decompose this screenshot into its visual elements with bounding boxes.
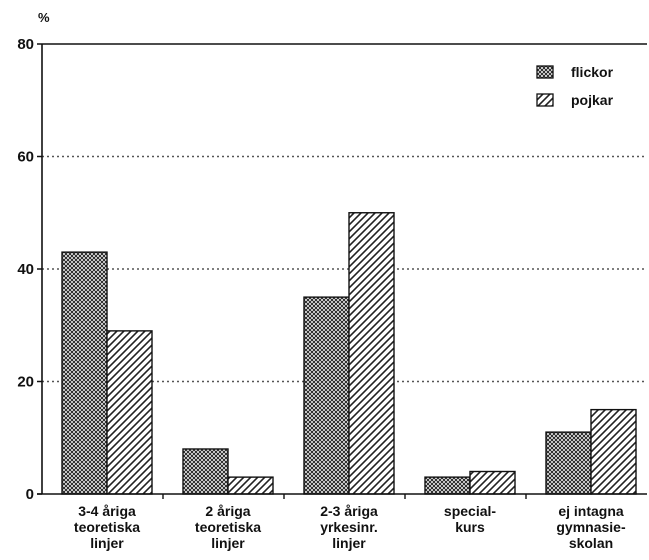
bar-pojkar-2 xyxy=(348,212,395,495)
legend-swatch-pojkar xyxy=(536,93,554,107)
category-label-2-line-2: linjer xyxy=(332,535,366,551)
bar-pojkar-0 xyxy=(106,330,153,495)
category-label-4-line-0: ej intagna xyxy=(558,503,624,519)
bar-pojkar-1 xyxy=(227,476,274,495)
y-tick-label-0: 0 xyxy=(26,486,34,503)
category-label-3-line-0: special- xyxy=(444,503,496,519)
bar-flickor-2 xyxy=(303,296,350,495)
category-label-0-line-0: 3-4 åriga xyxy=(78,503,136,519)
category-label-2-line-0: 2-3 åriga xyxy=(320,503,378,519)
legend-swatch-flickor xyxy=(536,65,554,79)
category-label-1-line-2: linjer xyxy=(211,535,245,551)
category-label-4-line-2: skolan xyxy=(569,535,613,551)
bar-pojkar-4 xyxy=(590,408,637,495)
y-axis-unit: % xyxy=(38,10,50,25)
category-label-1-line-0: 2 åriga xyxy=(205,503,250,519)
y-tick-labels: 0 20 40 60 80 xyxy=(17,36,34,503)
category-label-2-line-1: yrkesinr. xyxy=(320,519,378,535)
bar-flickor-1 xyxy=(182,448,229,495)
y-tick-label-80: 80 xyxy=(17,36,34,53)
y-tick-label-60: 60 xyxy=(17,149,34,166)
y-tick-label-20: 20 xyxy=(17,374,34,391)
category-label-4-line-1: gymnasie- xyxy=(556,519,626,535)
bar-flickor-4 xyxy=(545,431,592,495)
category-label-0-line-1: teoretiska xyxy=(74,519,140,535)
category-label-1-line-1: teoretiska xyxy=(195,519,261,535)
y-tick-label-40: 40 xyxy=(17,261,34,278)
bar-pojkar-3 xyxy=(469,470,516,495)
bar-flickor-3 xyxy=(424,476,471,495)
legend-label-flickor: flickor xyxy=(571,64,614,80)
axes xyxy=(37,43,647,499)
category-label-3-line-1: kurs xyxy=(455,519,485,535)
bar-flickor-0 xyxy=(61,251,108,495)
legend-label-pojkar: pojkar xyxy=(571,92,614,108)
category-label-0-line-2: linjer xyxy=(90,535,124,551)
bars xyxy=(61,212,637,495)
legend: flickor pojkar xyxy=(536,64,614,108)
